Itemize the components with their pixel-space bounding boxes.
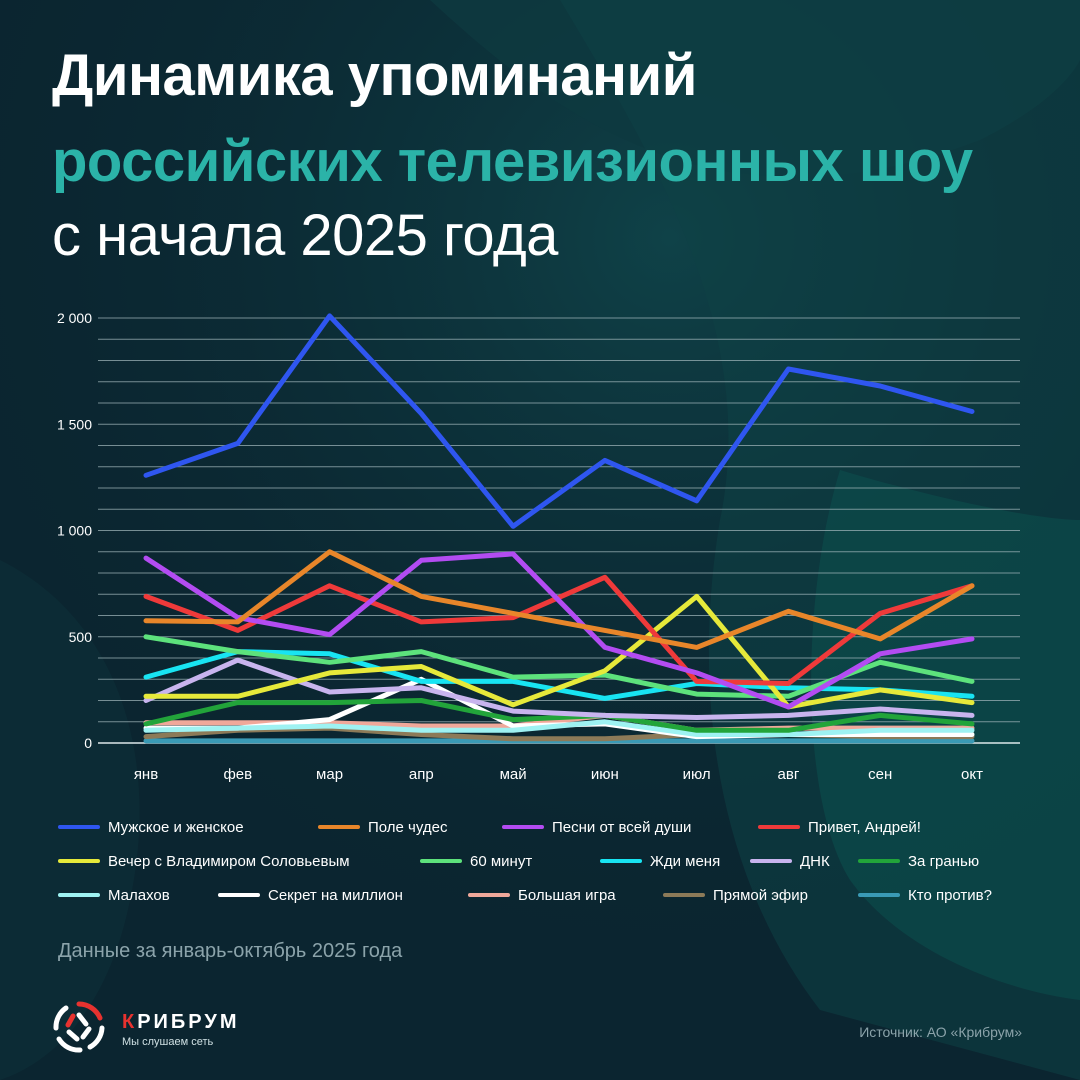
legend-label: Кто против? bbox=[908, 886, 992, 904]
legend-item: Прямой эфир bbox=[663, 883, 808, 907]
legend-swatch bbox=[858, 859, 900, 863]
legend-swatch bbox=[318, 825, 360, 829]
y-tick-label: 500 bbox=[69, 629, 93, 645]
legend-label: За гранью bbox=[908, 852, 980, 870]
x-tick-label: сен bbox=[868, 766, 892, 783]
x-tick-label: янв bbox=[134, 766, 158, 783]
x-tick-label: апр bbox=[409, 766, 434, 783]
x-tick-label: авг bbox=[778, 766, 800, 783]
legend-item: Жди меня bbox=[600, 849, 720, 873]
x-tick-label: окт bbox=[961, 766, 983, 783]
kribrum-logo-icon bbox=[53, 1001, 105, 1053]
legend-swatch bbox=[58, 893, 100, 897]
legend-label: 60 минут bbox=[470, 852, 533, 870]
legend-item: Песни от всей души bbox=[502, 815, 691, 839]
legend-item: Большая игра bbox=[468, 883, 616, 907]
y-tick-label: 2 000 bbox=[57, 310, 92, 326]
legend-label: Песни от всей души bbox=[552, 818, 692, 836]
legend-swatch bbox=[750, 859, 792, 863]
legend-swatch bbox=[58, 825, 100, 829]
brand-rest: РИБРУМ bbox=[137, 1011, 240, 1033]
legend-label: Привет, Андрей! bbox=[808, 818, 921, 836]
y-tick-label: 0 bbox=[84, 735, 92, 751]
brand-first-letter: К bbox=[122, 1011, 138, 1033]
legend-label: Большая игра bbox=[518, 886, 616, 904]
legend-item: Вечер с Владимиром Соловьевым bbox=[58, 849, 350, 873]
y-tick-label: 1 500 bbox=[57, 416, 92, 432]
series-line bbox=[143, 549, 975, 650]
legend-item: Кто против? bbox=[858, 883, 992, 907]
legend-label: Жди меня bbox=[650, 852, 721, 870]
source-note: Источник: АО «Крибрум» bbox=[859, 1024, 1022, 1040]
legend-item: За гранью bbox=[858, 849, 979, 873]
legend-item: Малахов bbox=[58, 883, 170, 907]
legend-item: Мужское и женское bbox=[58, 815, 244, 839]
legend-swatch bbox=[218, 893, 260, 897]
series-line bbox=[143, 698, 975, 733]
title-line-3: с начала 2025 года bbox=[52, 203, 558, 268]
x-tick-label: мар bbox=[316, 766, 343, 783]
legend-swatch bbox=[758, 825, 800, 829]
legend-label: Поле чудес bbox=[368, 818, 448, 836]
series-line bbox=[143, 593, 975, 710]
legend-label: Мужское и женское bbox=[108, 818, 244, 836]
legend-label: Секрет на миллион bbox=[268, 886, 403, 904]
legend-item: Секрет на миллион bbox=[218, 883, 403, 907]
legend-label: Вечер с Владимиром Соловьевым bbox=[108, 852, 350, 870]
legend-swatch bbox=[502, 825, 544, 829]
legend-label: Малахов bbox=[108, 886, 170, 904]
legend-swatch bbox=[58, 859, 100, 863]
y-tick-label: 1 000 bbox=[57, 523, 92, 539]
legend-item: ДНК bbox=[750, 849, 830, 873]
title-line-1: Динамика упоминаний bbox=[52, 43, 697, 108]
series-line bbox=[143, 719, 975, 737]
legend-label: Прямой эфир bbox=[713, 886, 808, 904]
legend-swatch bbox=[420, 859, 462, 863]
x-tick-label: фев bbox=[223, 766, 252, 783]
legend-item: Привет, Андрей! bbox=[758, 815, 921, 839]
series-line bbox=[143, 313, 975, 529]
title-line-2: российских телевизионных шоу bbox=[52, 129, 973, 194]
legend-item: Поле чудес bbox=[318, 815, 447, 839]
data-period-note: Данные за январь-октябрь 2025 года bbox=[58, 940, 403, 962]
brand-tagline: Мы слушаем сеть bbox=[122, 1036, 214, 1048]
series-line bbox=[143, 551, 975, 710]
legend-label: ДНК bbox=[800, 852, 830, 870]
brand-name: КРИБРУМ bbox=[122, 1011, 240, 1034]
legend-swatch bbox=[468, 893, 510, 897]
x-tick-label: июн bbox=[591, 766, 619, 783]
legend-swatch bbox=[600, 859, 642, 863]
legend-item: 60 минут bbox=[420, 849, 532, 873]
line-chart: 0 500 1 000 1 500 2 000 янв фев мар апр май июн июл… bbox=[57, 310, 1020, 783]
legend-swatch bbox=[858, 893, 900, 897]
x-tick-label: май bbox=[500, 766, 527, 783]
series-line bbox=[143, 657, 975, 720]
x-tick-label: июл bbox=[683, 766, 711, 783]
legend-swatch bbox=[663, 893, 705, 897]
